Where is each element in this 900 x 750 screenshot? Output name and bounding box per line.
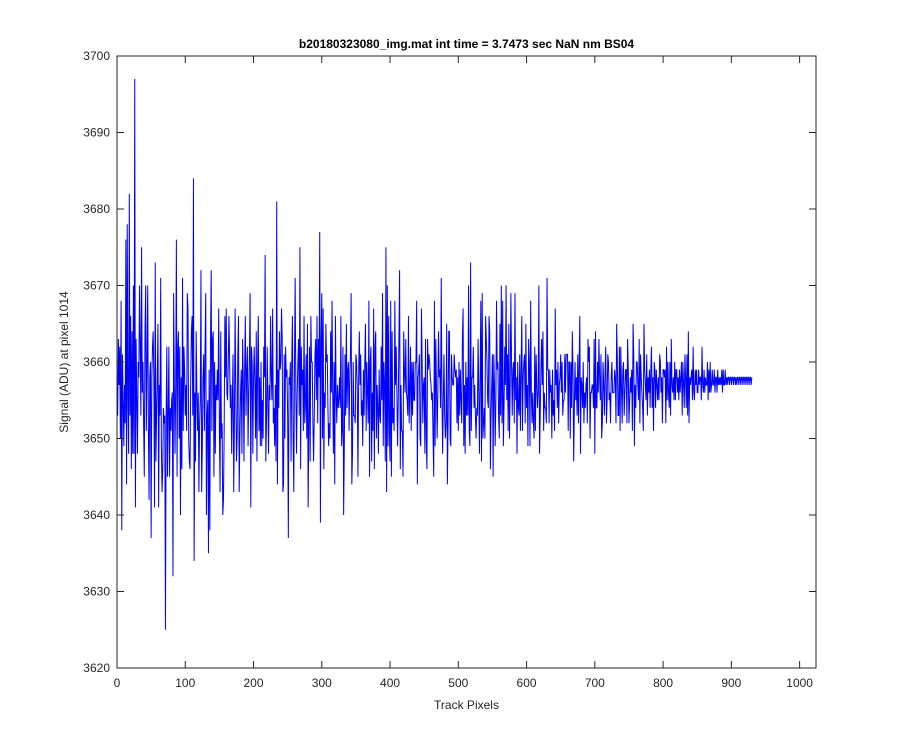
y-tick-label: 3690: [83, 126, 110, 140]
x-tick-label: 1000: [786, 676, 813, 690]
y-axis-label: Signal (ADU) at pixel 1014: [57, 291, 71, 433]
chart-title: b20180323080_img.mat int time = 3.7473 s…: [299, 37, 635, 51]
x-tick-label: 800: [653, 676, 673, 690]
x-tick-label: 900: [721, 676, 741, 690]
plot-area: [117, 56, 816, 668]
y-tick-label: 3640: [83, 508, 110, 522]
y-tick-label: 3650: [83, 432, 110, 446]
y-tick-label: 3660: [83, 355, 110, 369]
series-layer: [117, 78, 753, 630]
y-tick-label: 3630: [83, 585, 110, 599]
x-tick-label: 600: [517, 676, 537, 690]
y-tick-label: 3700: [83, 49, 110, 63]
y-tick-label: 3620: [83, 661, 110, 675]
x-tick-label: 200: [244, 676, 264, 690]
y-tick-label: 3670: [83, 279, 110, 293]
x-tick-label: 700: [585, 676, 605, 690]
x-tick-label: 0: [114, 676, 121, 690]
x-tick-label: 300: [312, 676, 332, 690]
y-tick-label: 3680: [83, 202, 110, 216]
x-tick-label: 100: [175, 676, 195, 690]
x-axis-label: Track Pixels: [434, 698, 499, 712]
x-tick-label: 400: [380, 676, 400, 690]
x-tick-label: 500: [448, 676, 468, 690]
series-line-1: [117, 78, 753, 630]
y-axis: 3620 3630 3640 3650 3660 3670 3680 3690 3700: [83, 49, 816, 675]
x-axis: 0 100 200 300 400 500 600 700 800 900 1000: [114, 56, 813, 690]
